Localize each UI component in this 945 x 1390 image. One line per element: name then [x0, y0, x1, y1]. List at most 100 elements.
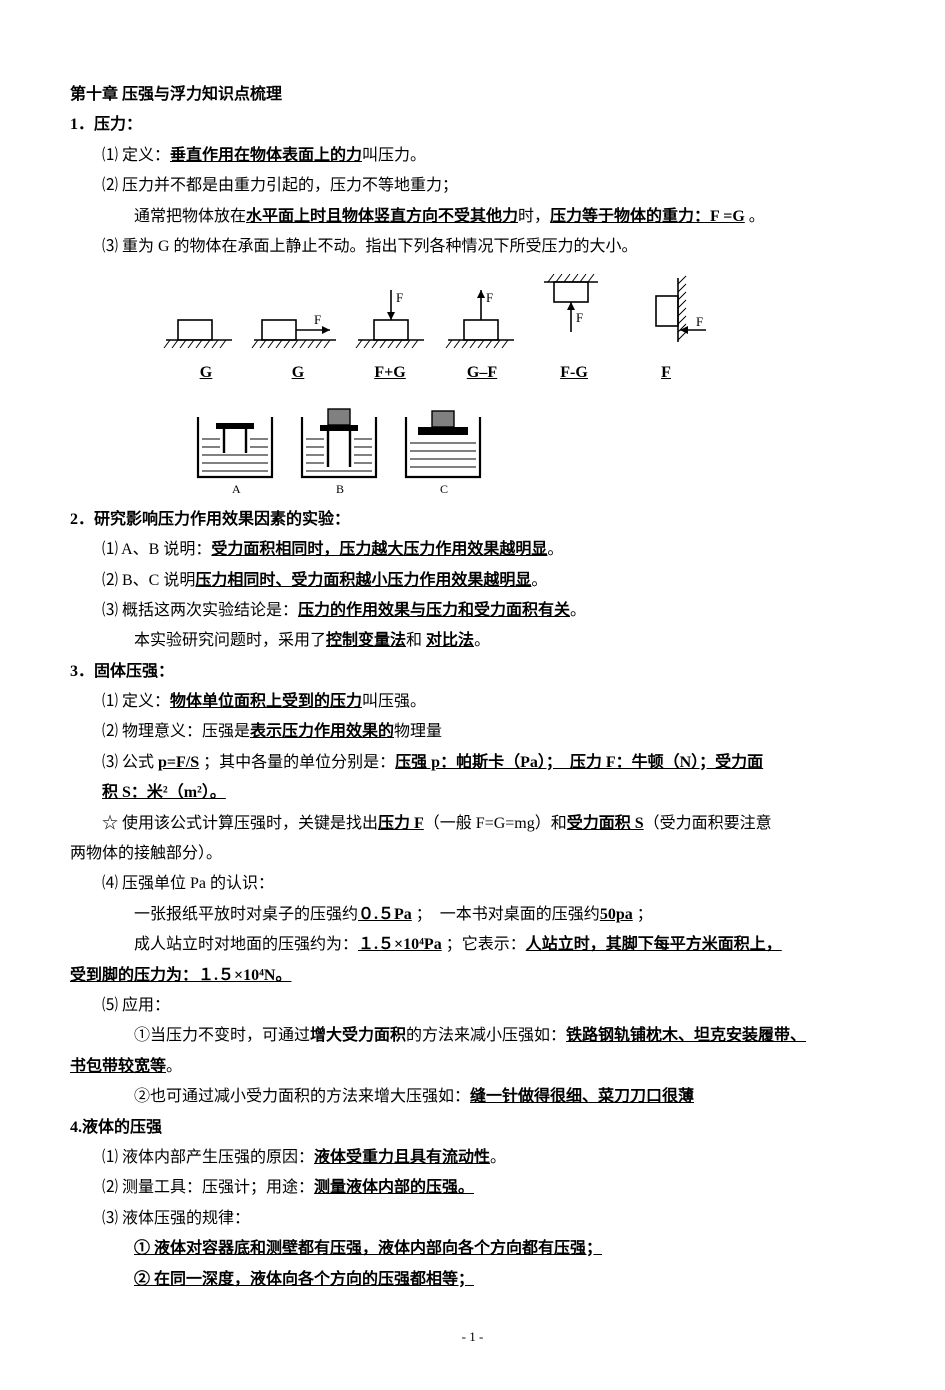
s3-i4b-u3: 受到脚的压力为：１.５×10⁴N。 — [70, 967, 291, 984]
s3-i2: ⑵ 物理意义：压强是表示压力作用效果的物理量 — [70, 717, 875, 747]
s2-i1-post: 。 — [547, 541, 563, 558]
s4-i1-u: 液体受重力且具有流动性 — [314, 1149, 490, 1166]
s3-i4a-pre: 一张报纸平放时对桌子的压强约 — [134, 906, 358, 923]
s3-i5a-mid: 的方法来减小压强如： — [406, 1027, 566, 1044]
s1-i2b-post: 。 — [745, 208, 765, 225]
s4-i3: ⑶ 液体压强的规律： — [70, 1204, 875, 1234]
s3-i4a-mid: ； 一本书对桌面的压强约 — [412, 906, 600, 923]
fig-container-a: A — [190, 403, 280, 499]
fig-container-c: C — [398, 403, 488, 499]
s1-heading: 1．压力： — [70, 110, 875, 140]
s3-i3b: 积 S：米²（m²）。 — [70, 778, 875, 808]
s3-i3-u1: p=F/S — [158, 754, 199, 771]
s1-i2b-mid: 时， — [518, 208, 550, 225]
s2-i4-post: 。 — [474, 632, 490, 649]
s2-i2-pre: ⑵ B、C 说明 — [102, 572, 195, 589]
s2-i1-u: 受力面积相同时，压力越大压力作用效果越明显 — [211, 541, 547, 558]
answers-row: G G F+G G–F F-G F — [70, 358, 875, 388]
s3-i4a-post: ； — [633, 906, 653, 923]
s3-i3-u3: 积 S：米²（m²）。 — [102, 784, 226, 801]
s2-i3-post: 。 — [570, 602, 586, 619]
svg-text:F: F — [576, 310, 583, 325]
s3-i4a-u1: ０.５Pa — [358, 906, 412, 923]
s3-i3: ⑶ 公式 p=F/S ；其中各量的单位分别是：压强 p：帕斯卡（Pa）； 压力 … — [70, 748, 875, 778]
s3-i3-u2: 压强 p：帕斯卡（Pa）； 压力 F：牛顿（N）；受力面 — [395, 754, 763, 771]
s4-i3b: ② 在同一深度，液体向各个方向的压强都相等； — [70, 1265, 875, 1295]
s4-i2-u: 测量液体内部的压强。 — [314, 1179, 474, 1196]
s3-heading: 3．固体压强： — [70, 657, 875, 687]
s3-i5: ⑸ 应用： — [70, 991, 875, 1021]
s2-i3-u: 压力的作用效果与压力和受力面积有关 — [298, 602, 570, 619]
s3-star2: 两物体的接触部分）。 — [70, 839, 875, 869]
ans-5: F — [620, 358, 712, 388]
s3-i2-u: 表示压力作用效果的 — [250, 723, 394, 740]
s1-i2b: 通常把物体放在水平面上时且物体竖直方向不受其他力时，压力等于物体的重力：F =G… — [70, 202, 875, 232]
s4-i1-pre: ⑴ 液体内部产生压强的原因： — [102, 1149, 314, 1166]
s3-i5a-u2: 书包带较宽等 — [70, 1058, 166, 1075]
figure-row-2: A B C — [70, 403, 875, 499]
svg-text:F: F — [696, 314, 703, 329]
ans-0: G — [160, 358, 252, 388]
s1-i2a: ⑵ 压力并不都是由重力引起的，压力不等地重力； — [70, 171, 875, 201]
s1-i2b-pre: 通常把物体放在 — [134, 208, 246, 225]
s2-i2: ⑵ B、C 说明压力相同时、受力面积越小压力作用效果越明显。 — [70, 566, 875, 596]
s2-i2-u: 压力相同时、受力面积越小压力作用效果越明显 — [195, 572, 531, 589]
s3-i4b-u1: １.５×10⁴Pa — [358, 936, 442, 953]
s3-i5a-pre: ①当压力不变时，可通过 — [134, 1027, 310, 1044]
s1-i1-post: 叫压力。 — [362, 147, 426, 164]
s3-star-pre: ☆ 使用该公式计算压强时，关键是找出 — [102, 815, 378, 832]
figure-row-1: F F F — [70, 272, 875, 354]
s2-i4-pre: 本实验研究问题时，采用了 — [134, 632, 326, 649]
s3-i1-u: 物体单位面积上受到的压力 — [170, 693, 362, 710]
svg-text:F: F — [486, 290, 493, 305]
ans-3: G–F — [436, 358, 528, 388]
label-b: B — [336, 482, 344, 496]
s3-i4b-mid: ；它表示： — [442, 936, 526, 953]
s1-i3: ⑶ 重为 G 的物体在承面上静止不动。指出下列各种情况下所受压力的大小。 — [70, 232, 875, 262]
fig-wall: F — [622, 272, 712, 354]
fig-block-down: F — [352, 284, 430, 354]
label-c: C — [440, 482, 448, 496]
s3-i5a-u: 铁路钢轨铺枕木、坦克安装履带、 — [566, 1027, 806, 1044]
s3-star-mid1: （一般 F=G=mg）和 — [424, 815, 567, 832]
s1-i1-pre: ⑴ 定义： — [102, 147, 170, 164]
s3-i5a: ①当压力不变时，可通过增大受力面积的方法来减小压强如：铁路钢轨铺枕木、坦克安装履… — [70, 1021, 875, 1051]
s3-i1-pre: ⑴ 定义： — [102, 693, 170, 710]
s3-i3-mid1: ；其中各量的单位分别是： — [199, 754, 395, 771]
s3-star-u1: 压力 F — [378, 815, 424, 832]
s2-i4: 本实验研究问题时，采用了控制变量法和 对比法。 — [70, 626, 875, 656]
s3-i5b-u: 缝一针做得很细、菜刀刀口很薄 — [470, 1088, 694, 1105]
s3-i5a2: 书包带较宽等。 — [70, 1052, 875, 1082]
s2-heading: 2．研究影响压力作用效果因素的实验： — [70, 505, 875, 535]
s3-i2-pre: ⑵ 物理意义：压强是 — [102, 723, 250, 740]
s3-i4b-pre: 成人站立时对地面的压强约为： — [134, 936, 358, 953]
s4-i1: ⑴ 液体内部产生压强的原因：液体受重力且具有流动性。 — [70, 1143, 875, 1173]
s3-star1: ☆ 使用该公式计算压强时，关键是找出压力 F（一般 F=G=mg）和受力面积 S… — [70, 809, 875, 839]
fig-block-up: F — [442, 284, 520, 354]
s3-i4b-u2: 人站立时，其脚下每平方米面积上， — [526, 936, 782, 953]
s3-i3-pre: ⑶ 公式 — [102, 754, 158, 771]
s3-i5b-pre: ②也可通过减小受力面积的方法来增大压强如： — [134, 1088, 470, 1105]
ans-1: G — [252, 358, 344, 388]
s3-i4: ⑷ 压强单位 Pa 的认识： — [70, 869, 875, 899]
ans-2: F+G — [344, 358, 436, 388]
s3-i4a: 一张报纸平放时对桌子的压强约０.５Pa ； 一本书对桌面的压强约50pa ； — [70, 900, 875, 930]
s2-i1-pre: ⑴ A、B 说明： — [102, 541, 211, 558]
s3-i2-post: 物理量 — [394, 723, 442, 740]
svg-text:F: F — [314, 312, 321, 327]
s3-i1: ⑴ 定义：物体单位面积上受到的压力叫压强。 — [70, 687, 875, 717]
s3-star-u2: 受力面积 S — [567, 815, 644, 832]
s1-i1-u: 垂直作用在物体表面上的力 — [170, 147, 362, 164]
ans-4: F-G — [528, 358, 620, 388]
s4-i1-post: 。 — [490, 1149, 506, 1166]
fig-container-b: B — [294, 403, 384, 499]
s3-i4b: 成人站立时对地面的压强约为：１.５×10⁴Pa ；它表示：人站立时，其脚下每平方… — [70, 930, 875, 960]
s4-heading: 4.液体的压强 — [70, 1113, 875, 1143]
s2-i4-u1: 控制变量法 — [326, 632, 406, 649]
s2-i4-u2: 对比法 — [426, 632, 474, 649]
s3-i4b2: 受到脚的压力为：１.５×10⁴N。 — [70, 961, 875, 991]
fig-block-hforce: F — [250, 284, 340, 354]
page-footer: - 1 - — [70, 1325, 875, 1350]
fig-ceiling-up: F — [532, 272, 610, 354]
s4-i2-pre: ⑵ 测量工具：压强计；用途： — [102, 1179, 314, 1196]
